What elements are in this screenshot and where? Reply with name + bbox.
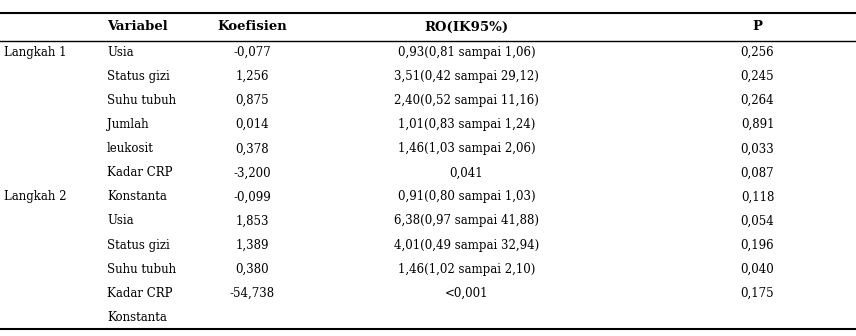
Text: Usia: Usia (107, 46, 134, 59)
Text: 0,378: 0,378 (235, 142, 270, 155)
Text: 0,054: 0,054 (740, 214, 775, 227)
Text: 0,196: 0,196 (740, 239, 775, 252)
Text: 0,93(0,81 sampai 1,06): 0,93(0,81 sampai 1,06) (398, 46, 535, 59)
Text: Konstanta: Konstanta (107, 311, 167, 324)
Text: 6,38(0,97 sampai 41,88): 6,38(0,97 sampai 41,88) (394, 214, 539, 227)
Text: 2,40(0,52 sampai 11,16): 2,40(0,52 sampai 11,16) (394, 94, 539, 107)
Text: 0,91(0,80 sampai 1,03): 0,91(0,80 sampai 1,03) (398, 191, 535, 203)
Text: Status gizi: Status gizi (107, 239, 169, 252)
Text: 1,46(1,03 sampai 2,06): 1,46(1,03 sampai 2,06) (398, 142, 535, 155)
Text: 0,891: 0,891 (740, 118, 775, 131)
Text: Kadar CRP: Kadar CRP (107, 166, 173, 179)
Text: Langkah 1: Langkah 1 (4, 46, 67, 59)
Text: Jumlah: Jumlah (107, 118, 149, 131)
Text: Status gizi: Status gizi (107, 70, 169, 83)
Text: 0,264: 0,264 (740, 94, 775, 107)
Text: Suhu tubuh: Suhu tubuh (107, 263, 176, 276)
Text: 0,875: 0,875 (235, 94, 270, 107)
Text: 0,256: 0,256 (740, 46, 775, 59)
Text: Suhu tubuh: Suhu tubuh (107, 94, 176, 107)
Text: 1,853: 1,853 (235, 214, 270, 227)
Text: Konstanta: Konstanta (107, 191, 167, 203)
Text: 1,46(1,02 sampai 2,10): 1,46(1,02 sampai 2,10) (398, 263, 535, 276)
Text: P: P (752, 20, 763, 34)
Text: RO(IK95%): RO(IK95%) (425, 20, 508, 34)
Text: 0,380: 0,380 (235, 263, 270, 276)
Text: 0,245: 0,245 (740, 70, 775, 83)
Text: 0,040: 0,040 (740, 263, 775, 276)
Text: 1,01(0,83 sampai 1,24): 1,01(0,83 sampai 1,24) (398, 118, 535, 131)
Text: 1,389: 1,389 (235, 239, 270, 252)
Text: 0,041: 0,041 (449, 166, 484, 179)
Text: 0,033: 0,033 (740, 142, 775, 155)
Text: leukosit: leukosit (107, 142, 154, 155)
Text: 4,01(0,49 sampai 32,94): 4,01(0,49 sampai 32,94) (394, 239, 539, 252)
Text: 1,256: 1,256 (235, 70, 270, 83)
Text: -3,200: -3,200 (234, 166, 271, 179)
Text: -0,099: -0,099 (234, 191, 271, 203)
Text: 0,014: 0,014 (235, 118, 270, 131)
Text: <0,001: <0,001 (445, 287, 488, 300)
Text: Koefisien: Koefisien (217, 20, 288, 34)
Text: Variabel: Variabel (107, 20, 168, 34)
Text: 0,175: 0,175 (740, 287, 775, 300)
Text: 3,51(0,42 sampai 29,12): 3,51(0,42 sampai 29,12) (394, 70, 539, 83)
Text: 0,087: 0,087 (740, 166, 775, 179)
Text: Langkah 2: Langkah 2 (4, 191, 67, 203)
Text: -54,738: -54,738 (230, 287, 275, 300)
Text: 0,118: 0,118 (741, 191, 774, 203)
Text: Kadar CRP: Kadar CRP (107, 287, 173, 300)
Text: Usia: Usia (107, 214, 134, 227)
Text: -0,077: -0,077 (234, 46, 271, 59)
